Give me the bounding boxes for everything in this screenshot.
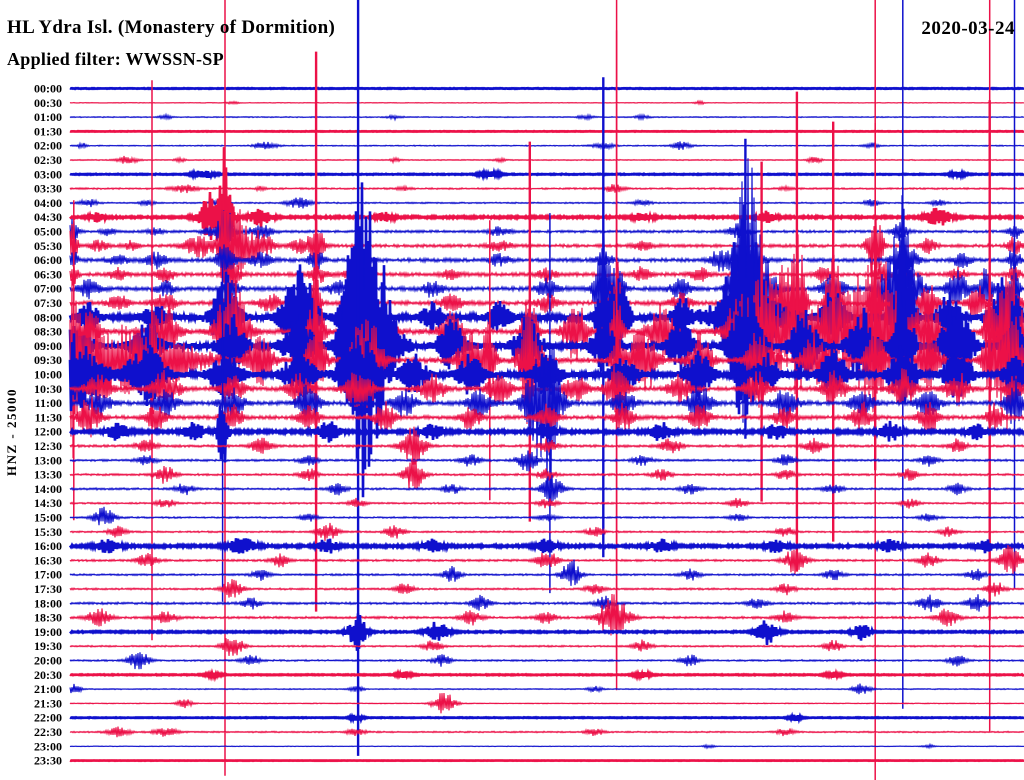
time-label: 10:00 [34, 368, 62, 382]
date-label: 2020-03-24 [921, 18, 1015, 39]
time-label: 22:00 [34, 711, 62, 725]
trace-row [69, 112, 1024, 122]
time-label: 02:30 [34, 153, 62, 167]
trace-row [69, 652, 1024, 670]
trace-row [69, 262, 1024, 289]
trace-row [69, 426, 1024, 465]
trace-row [69, 234, 1024, 283]
time-label: 17:00 [34, 568, 62, 582]
time-label: 05:30 [34, 239, 62, 253]
time-label: 10:30 [34, 382, 62, 396]
trace-row [69, 99, 1024, 106]
time-label: 18:30 [34, 611, 62, 625]
time-label: 19:00 [34, 625, 62, 639]
trace-row [69, 129, 1024, 134]
trace-row [69, 692, 1024, 714]
station-title: HL Ydra Isl. (Monastery of Dormition) [7, 17, 336, 38]
trace-row [69, 167, 1024, 182]
time-label: 11:00 [35, 396, 62, 410]
trace-row [69, 458, 1024, 490]
time-label: 06:00 [34, 253, 62, 267]
trace-row [69, 506, 1024, 526]
time-label: 04:30 [34, 210, 62, 224]
channel-scale-label: HNZ - 25000 [4, 388, 19, 476]
time-label: 14:30 [34, 496, 62, 510]
trace-row [69, 579, 1024, 598]
trace-row [69, 141, 1024, 151]
trace-row [69, 638, 1024, 656]
time-label: 00:30 [34, 96, 62, 110]
trace-row [69, 726, 1024, 738]
time-label: 13:30 [34, 468, 62, 482]
time-label: 23:30 [34, 754, 62, 768]
time-label: 00:00 [34, 82, 62, 96]
time-label: 21:30 [34, 696, 62, 710]
trace-row [69, 475, 1024, 504]
time-label: 12:00 [34, 425, 62, 439]
time-label: 14:00 [34, 482, 62, 496]
trace-row [69, 522, 1024, 541]
trace-row [69, 184, 1024, 194]
trace-row [69, 668, 1024, 683]
trace-row [69, 364, 1024, 416]
time-label: 23:00 [34, 739, 62, 753]
time-label: 01:00 [34, 110, 62, 124]
time-label: 05:00 [34, 225, 62, 239]
time-label: 19:30 [34, 639, 62, 653]
time-label: 17:30 [34, 582, 62, 596]
time-label: 08:00 [34, 310, 62, 324]
time-label: 01:30 [34, 124, 62, 138]
trace-row [69, 593, 1024, 636]
time-label: 15:30 [34, 525, 62, 539]
trace-row [69, 450, 1024, 472]
time-label: 09:30 [34, 353, 62, 367]
time-label: 04:00 [34, 196, 62, 210]
trace-row [69, 594, 1024, 612]
time-label: 20:30 [34, 668, 62, 682]
time-label: 06:30 [34, 267, 62, 281]
time-label: 13:00 [34, 453, 62, 467]
time-label: 16:00 [34, 539, 62, 553]
time-label: 20:00 [34, 654, 62, 668]
trace-row [68, 538, 1024, 554]
trace-row [69, 742, 1024, 750]
trace-row [69, 239, 1024, 423]
time-label: 12:30 [34, 439, 62, 453]
time-label: 08:30 [34, 325, 62, 339]
trace-row [69, 86, 1024, 91]
trace-row [69, 711, 1024, 725]
time-label: 22:30 [34, 725, 62, 739]
time-label: 07:00 [34, 282, 62, 296]
trace-row [69, 155, 1024, 165]
trace-row [69, 683, 1024, 695]
time-label: 02:00 [34, 139, 62, 153]
trace-row [69, 613, 1024, 651]
trace-row [68, 405, 1024, 463]
trace-row [69, 559, 1024, 586]
time-label: 11:30 [35, 410, 62, 424]
time-label: 09:00 [34, 339, 62, 353]
time-label: 03:00 [34, 167, 62, 181]
trace-row [69, 545, 1024, 574]
trace-row [69, 497, 1024, 509]
time-label: 15:00 [34, 511, 62, 525]
applied-filter-label: Applied filter: WWSSN-SP [7, 49, 224, 69]
time-label: 18:00 [34, 596, 62, 610]
time-label: 07:30 [34, 296, 62, 310]
time-label: 03:30 [34, 182, 62, 196]
time-label: 16:30 [34, 553, 62, 567]
time-label: 21:00 [34, 682, 62, 696]
